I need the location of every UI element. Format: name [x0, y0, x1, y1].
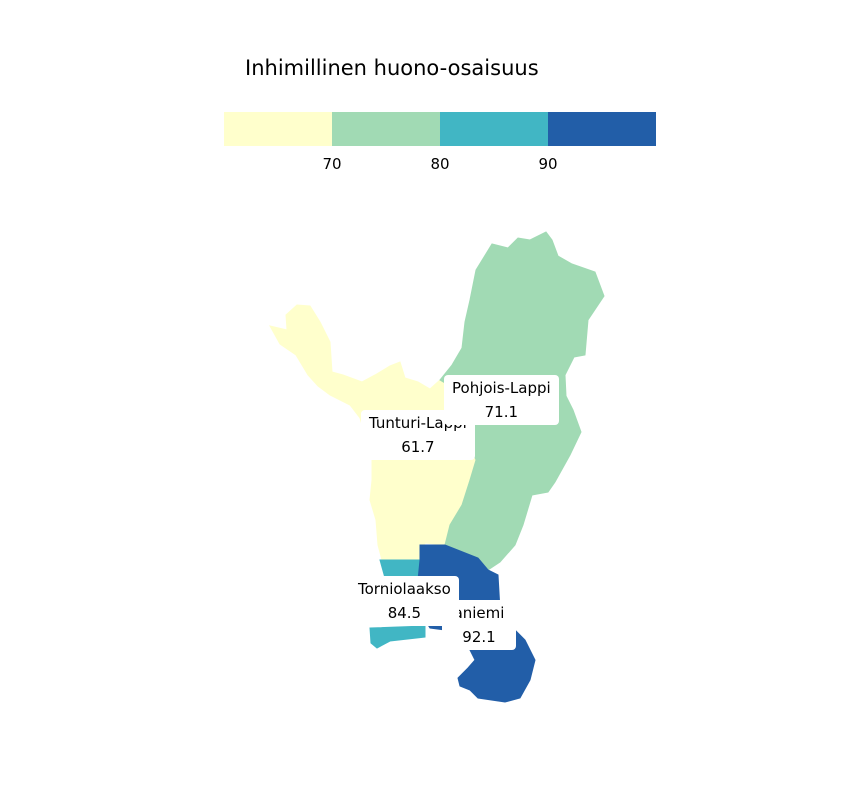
label-value: 92.1	[462, 628, 496, 646]
legend-tick-80: 80	[430, 155, 450, 173]
legend-color-bar	[224, 112, 656, 146]
label-name: Pohjois-Lappi	[452, 379, 551, 397]
legend-tick-90: 90	[538, 155, 558, 173]
label-name: aniemi	[453, 604, 505, 622]
legend-bin-4	[548, 112, 656, 146]
label-name: Torniolaakso	[358, 580, 451, 598]
label-name: Tunturi-Lappi	[369, 414, 467, 432]
label-value: 71.1	[484, 403, 519, 421]
region-torniolaakso-south[interactable]	[369, 625, 426, 649]
label-torniolaakso: Torniolaakso 84.5	[350, 576, 459, 626]
legend-bin-1	[224, 112, 332, 146]
label-pohjois-lappi: Pohjois-Lappi 71.1	[444, 375, 559, 425]
label-value: 84.5	[387, 604, 422, 622]
label-aniemi: aniemi 92.1	[442, 600, 516, 650]
legend-title: Inhimillinen huono-osaisuus	[245, 56, 539, 80]
legend-bin-2	[332, 112, 440, 146]
legend-bin-3	[440, 112, 548, 146]
label-value: 61.7	[401, 438, 435, 456]
legend-tick-70: 70	[322, 155, 342, 173]
